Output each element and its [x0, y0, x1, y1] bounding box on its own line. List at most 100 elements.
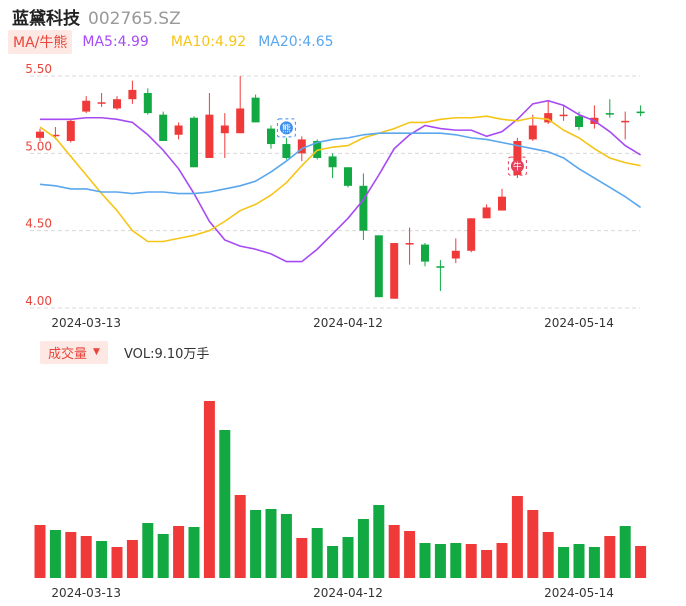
- candle-body: [528, 125, 537, 140]
- candle-body: [267, 128, 275, 145]
- candle-body: [405, 243, 414, 245]
- volume-bar: [49, 530, 61, 578]
- volume-bar: [142, 523, 154, 578]
- signal-marker-frame: [507, 156, 527, 176]
- volume-bar: [404, 531, 416, 578]
- candle-body: [467, 218, 476, 251]
- volume-bars: [34, 401, 647, 578]
- candle-body: [220, 125, 229, 134]
- volume-bar: [342, 537, 354, 578]
- y-tick-label: 4.50: [25, 217, 52, 231]
- volume-legend: 成交量 ▼ VOL:9.10万手: [40, 340, 210, 364]
- candle-body: [621, 120, 630, 123]
- y-tick-label: 5.50: [25, 62, 52, 76]
- x-tick-label: 2024-03-13: [51, 586, 121, 600]
- candle-body: [451, 250, 460, 259]
- volume-bar: [265, 509, 277, 578]
- volume-bar: [34, 525, 46, 578]
- volume-bar: [419, 543, 431, 578]
- volume-bar: [465, 544, 477, 578]
- ma10-label: MA10:4.92: [170, 34, 247, 50]
- volume-bar: [558, 547, 570, 578]
- volume-bar: [96, 541, 108, 578]
- volume-bar: [126, 540, 138, 578]
- candle-body: [190, 117, 198, 168]
- x-tick-label: 2024-04-12: [313, 586, 383, 600]
- candle-body: [174, 125, 183, 135]
- candle-body: [605, 113, 614, 115]
- volume-bar: [481, 550, 493, 578]
- candle-body: [544, 113, 553, 123]
- ma20-line: [39, 132, 642, 209]
- ma5-label: MA5:4.99: [82, 34, 149, 50]
- volume-x-axis: 2024-03-13 2024-04-12 2024-05-14: [51, 586, 614, 600]
- volume-bar: [573, 544, 585, 578]
- candle-body: [143, 93, 152, 114]
- candle-body: [559, 114, 568, 117]
- ma-mode-selector[interactable]: MA/牛熊: [8, 30, 73, 54]
- candle-body: [436, 266, 445, 268]
- volume-bar: [250, 510, 262, 578]
- volume-mode-selector[interactable]: 成交量 ▼: [40, 340, 108, 364]
- candle-body: [282, 144, 291, 158]
- volume-bar: [327, 546, 339, 578]
- signal-markers: 熊牛: [276, 118, 527, 176]
- volume-bar: [619, 526, 631, 578]
- candle-body: [513, 140, 522, 175]
- signal-marker-frame: [276, 118, 296, 138]
- volume-bar: [296, 538, 308, 578]
- candle-body: [421, 244, 429, 262]
- candle-body: [297, 139, 306, 154]
- volume-bar: [280, 514, 292, 578]
- candle-body: [36, 131, 44, 138]
- candle-body: [51, 134, 60, 137]
- volume-bar: [542, 532, 554, 578]
- candle-body: [482, 207, 491, 219]
- volume-bar: [188, 527, 200, 578]
- volume-bar: [157, 534, 169, 578]
- ma-legend: MA/牛熊 MA5:4.99 MA10:4.92 MA20:4.65: [8, 30, 334, 54]
- candle-body: [159, 114, 168, 141]
- volume-bar: [203, 401, 215, 578]
- ma20-label: MA20:4.65: [258, 34, 334, 50]
- volume-value: VOL:9.10万手: [123, 346, 210, 362]
- volume-bar: [527, 510, 539, 578]
- stock-name: 蓝黛科技: [12, 9, 80, 29]
- ma5-line: [40, 99, 642, 263]
- volume-bar: [111, 547, 123, 578]
- dropdown-caret-icon: ▼: [93, 347, 100, 357]
- volume-bar: [357, 519, 369, 578]
- candle-body: [128, 89, 137, 100]
- signal-marker-badge: [510, 159, 524, 173]
- candle-body: [66, 120, 75, 141]
- volume-bar: [234, 495, 246, 578]
- volume-bar: [511, 496, 523, 578]
- volume-bar: [219, 430, 231, 578]
- volume-bar: [388, 525, 400, 578]
- candle-body: [374, 235, 383, 298]
- candle-body: [328, 156, 337, 168]
- volume-bar: [373, 505, 385, 578]
- signal-marker-text: 熊: [282, 122, 291, 134]
- y-tick-label: 5.00: [25, 139, 52, 153]
- candle-body: [636, 111, 645, 114]
- y-tick-label: 4.00: [25, 294, 52, 308]
- candle-body: [97, 102, 106, 104]
- candle-body: [113, 99, 121, 109]
- price-y-axis: 5.50 5.00 4.50 4.00: [25, 62, 52, 308]
- candle-body: [236, 108, 245, 134]
- candle-body: [575, 116, 583, 128]
- volume-bar: [80, 536, 92, 578]
- candle-body: [344, 167, 352, 186]
- stock-code: 002765.SZ: [88, 9, 181, 29]
- volume-bar: [434, 544, 446, 578]
- candle-body: [498, 196, 506, 211]
- candle-body: [251, 97, 260, 123]
- x-tick-label: 2024-05-14: [544, 316, 614, 330]
- candle-body: [205, 114, 214, 158]
- volume-bar: [450, 543, 462, 578]
- signal-marker-text: 牛: [513, 161, 522, 173]
- volume-bar: [588, 547, 600, 578]
- stock-header: 蓝黛科技 002765.SZ: [12, 4, 181, 29]
